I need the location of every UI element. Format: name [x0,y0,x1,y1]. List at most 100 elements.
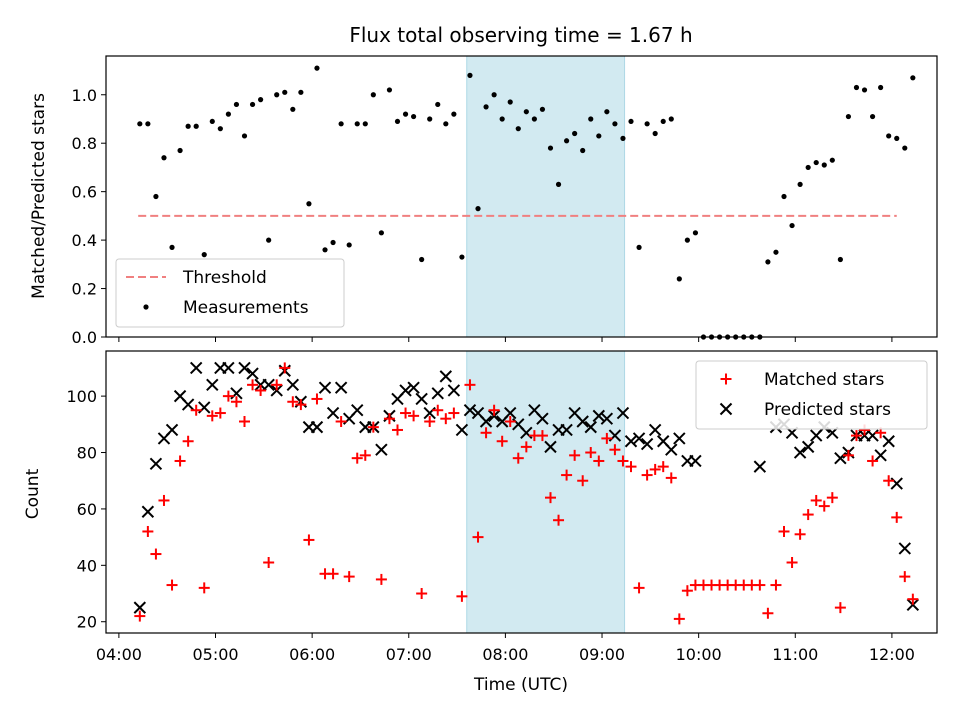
predicted-point-75 [801,440,815,454]
matched-point-54 [569,449,581,461]
bottom-shaded-window [466,350,626,634]
predicted-point-64-b [648,423,662,437]
matched-point-46 [504,416,516,427]
matched-point-27 [351,452,363,464]
bottom-panel: 20 40 60 80 100 04:00 05:00 06:00 07:00 08:00 09:0… [66,350,938,664]
measurement-point-12 [233,101,240,108]
matched-point-1 [142,525,154,537]
measurement-point-0 [137,121,143,127]
predicted-point-44 [487,409,501,423]
predicted-point-8 [198,401,211,414]
matched-point-19 [287,396,299,408]
matched-point-64 [649,463,661,475]
matched-point-83 [802,509,814,521]
matched-point-5 [174,455,186,467]
predicted-point-46 [504,406,517,420]
predicted-point-88-b [906,598,920,612]
predicted-point-41-b [463,404,477,417]
measurement-point-44 [491,92,497,98]
bottom-x-tick-label-5: 09:00 [579,645,625,664]
matched-point-78 [762,607,774,619]
bottom-x-tick-label-4: 08:00 [482,645,528,664]
bottom-y-axis-label: Count [23,468,43,519]
bottom-legend-box [695,360,928,430]
matched-point-68 [681,585,693,597]
measurement-point-45 [499,116,505,122]
matched-point-4 [166,579,178,591]
predicted-point-55 [576,415,589,428]
matched-point-96 [907,593,919,605]
measurement-point-36 [427,116,433,122]
predicted-point-69 [689,454,702,468]
measurement-point-56 [588,116,594,122]
measurement-point-22 [314,65,320,71]
predicted-point-85 [882,435,895,448]
predicted-point-2 [149,457,163,471]
predicted-point-40-b [455,423,469,437]
matched-point-34 [408,410,420,422]
matched-point-7 [190,404,202,416]
predicted-point-70-b [753,460,767,473]
predicted-point-69-b [689,454,702,468]
matched-point-66 [665,472,677,484]
measurement-point-81 [789,222,795,229]
matched-point-79 [770,579,782,591]
predicted-point-53-b [560,423,573,437]
top-y-tick-label-4: 0.8 [72,134,97,153]
measurement-point-10 [217,126,223,132]
predicted-point-25 [334,381,348,394]
measurement-point-32 [394,118,401,125]
matched-point-25 [335,416,347,427]
matched-point-33 [400,407,412,419]
predicted-point-50-b [536,412,549,425]
matched-point-12 [230,396,242,408]
matched-point-85 [818,500,830,512]
measurement-point-39 [451,111,457,117]
predicted-point-40 [455,423,469,437]
matched-point-43 [480,427,492,439]
predicted-point-39-b [447,384,461,397]
measurement-point-43 [483,104,489,110]
top-y-tick-label-2: 0.4 [72,231,97,250]
predicted-point-1 [141,505,155,518]
predicted-point-60-b [616,406,630,420]
matched-point-63 [641,469,653,481]
predicted-point-1-b [141,505,155,518]
measurement-point-90 [861,87,868,93]
top-y-tick-label-5: 1.0 [72,86,97,105]
top-legend: Threshold Measurements [115,258,345,328]
bottom-x-tick-label-6: 10:00 [676,645,722,664]
predicted-point-13 [238,361,251,375]
bottom-y-tick-label-2: 60 [77,500,97,519]
measurement-point-88 [845,113,852,120]
measurement-point-69 [692,230,699,236]
predicted-point-66-b [665,443,678,456]
predicted-point-44-b [487,409,501,423]
predicted-point-9-b [206,378,219,392]
measurement-point-65 [660,118,666,125]
predicted-point-70 [753,460,767,473]
measurement-point-63 [644,121,650,127]
bottom-x-tick-label-1: 05:00 [192,645,238,664]
bottom-y-tick-label-3: 80 [77,444,97,463]
predicted-point-50 [536,412,549,425]
matched-point-37 [432,404,444,416]
matched-point-67 [673,613,685,625]
predicted-point-37-b [431,387,444,400]
measurement-point-38 [443,121,449,127]
measurement-point-53 [563,138,570,144]
predicted-point-67 [673,432,686,445]
predicted-point-9 [206,378,219,392]
measurement-point-83 [805,164,811,171]
predicted-point-58 [600,412,614,425]
measurement-point-31 [386,87,393,93]
predicted-point-54-b [568,406,581,420]
matched-point-45 [496,435,508,447]
predicted-point-84 [874,449,887,462]
measurement-point-35 [419,256,425,263]
measurement-point-52 [555,181,562,187]
predicted-point-30-b [375,443,388,456]
predicted-point-27-b [351,404,364,417]
legend-measurements-swatch [143,304,149,310]
predicted-point-61-b [624,435,638,448]
